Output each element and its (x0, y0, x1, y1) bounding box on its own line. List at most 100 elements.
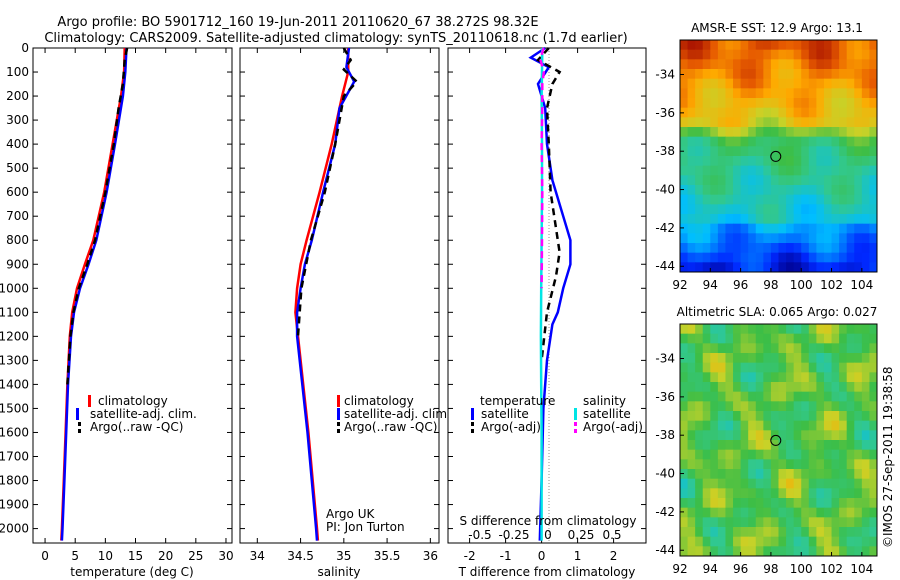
map-cell (680, 214, 689, 225)
map-cell (733, 536, 742, 547)
map-cell (770, 333, 779, 344)
map-cell (816, 362, 825, 373)
map-cell (702, 78, 711, 89)
map-cell (740, 411, 749, 422)
map-cell (786, 430, 795, 441)
map-cell (816, 262, 825, 273)
credit: ©IMOS 27-Sep-2011 19:38:58 (881, 366, 895, 548)
map-cell (680, 117, 689, 128)
map-cell (801, 59, 810, 70)
map-x-tick-label: 96 (733, 278, 748, 292)
map-cell (748, 440, 757, 451)
map-cell (695, 175, 704, 186)
map-cell (770, 401, 779, 412)
map-cell (755, 204, 764, 215)
map-cell (755, 459, 764, 470)
map-cell (801, 488, 810, 499)
map-cell (680, 262, 689, 273)
map-cell (702, 343, 711, 354)
map-cell (680, 411, 689, 422)
map-cell (725, 440, 734, 451)
map-cell (680, 107, 689, 118)
map-cell (846, 59, 855, 70)
map-cell (831, 243, 840, 254)
map-cell (801, 517, 810, 528)
map-cell (839, 262, 848, 273)
map-cell (680, 333, 689, 344)
map-cell (846, 411, 855, 422)
y-tick-label: 600 (6, 185, 29, 199)
map-cell (755, 78, 764, 89)
map-cell (680, 127, 689, 138)
map-cell (748, 98, 757, 109)
map-cell (702, 223, 711, 234)
map-cell (695, 536, 704, 547)
map-cell (816, 107, 825, 118)
map-cell (740, 88, 749, 99)
map-cell (793, 194, 802, 205)
map-cell (823, 194, 833, 205)
map-cell (733, 107, 742, 118)
map-cell (695, 420, 704, 431)
map-cell (839, 430, 848, 441)
map-cell (793, 343, 802, 354)
map-cell (702, 449, 711, 460)
map-cell (823, 49, 833, 60)
map-cell (755, 107, 764, 118)
map-cell (710, 430, 719, 441)
map-cell (748, 449, 757, 460)
map-cell (869, 527, 878, 538)
map-cell (755, 391, 764, 402)
map-cell (786, 498, 795, 509)
map-cell (823, 98, 833, 109)
map-cell (740, 252, 749, 263)
series-line-salinity-argo-adj (539, 47, 546, 289)
map-cell (778, 185, 787, 196)
map-cell (861, 233, 870, 244)
map-cell (770, 107, 779, 118)
map-y-tick-label: -44 (655, 543, 675, 557)
map-cell (740, 507, 749, 518)
map-cell (816, 420, 825, 431)
map-cell (740, 262, 749, 273)
map-cell (854, 156, 863, 167)
map-cell (816, 156, 825, 167)
map-cell (733, 127, 742, 138)
map-cell (823, 127, 833, 138)
map-cell (778, 449, 787, 460)
map-cell (702, 430, 711, 441)
map-cell (839, 49, 848, 60)
map-cell (710, 527, 719, 538)
map-cell (733, 98, 742, 109)
map-cell (755, 136, 764, 147)
map-cell (839, 517, 848, 528)
legend-label-s-satellite: satellite (583, 407, 631, 421)
map-cell (725, 59, 734, 70)
map-cell (786, 233, 795, 244)
map-cell (733, 156, 742, 167)
map-cell (763, 536, 772, 547)
map-cell (793, 49, 802, 60)
map-cell (854, 78, 863, 89)
map-y-tick-label: -44 (655, 259, 675, 273)
map-cell (770, 233, 779, 244)
map-cell (793, 536, 802, 547)
map-cell (725, 391, 734, 402)
map-cell (808, 430, 817, 441)
map-cell (846, 498, 855, 509)
map-cell (869, 88, 878, 99)
map-cell (755, 233, 764, 244)
map-cell (831, 459, 840, 470)
map-cell (740, 156, 749, 167)
map-cell (702, 88, 711, 99)
y-tick-label: 1100 (0, 305, 29, 319)
map-cell (816, 40, 825, 51)
map-cell (763, 223, 772, 234)
map-cell (702, 353, 711, 364)
map-cell (763, 391, 772, 402)
map-cell (778, 420, 787, 431)
map-cell (816, 127, 825, 138)
map-cell (725, 214, 734, 225)
map-cell (808, 233, 817, 244)
